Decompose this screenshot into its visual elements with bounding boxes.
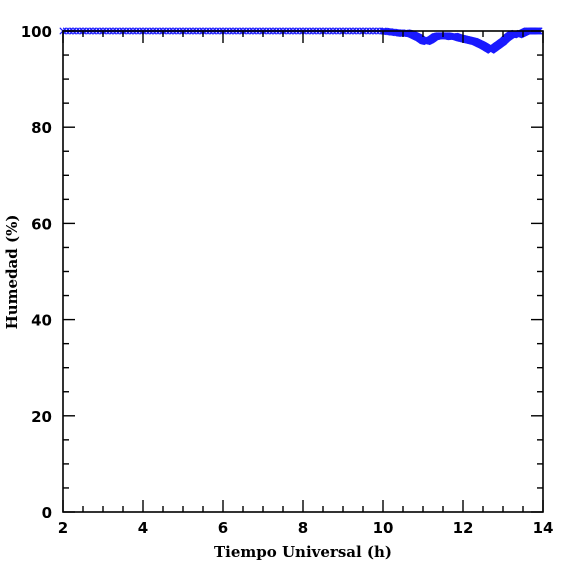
data-point xyxy=(415,34,423,42)
x-tick-label: 14 xyxy=(533,519,554,537)
data-point xyxy=(487,46,495,54)
y-axis-label: Humedad (%) xyxy=(3,215,21,330)
y-tick-label: 80 xyxy=(31,119,52,137)
data-point xyxy=(515,31,523,39)
x-tick-label: 12 xyxy=(453,519,474,537)
y-tick-label: 100 xyxy=(21,23,52,41)
data-point xyxy=(479,41,487,49)
data-point xyxy=(507,31,515,39)
data-point xyxy=(495,41,503,48)
data-point xyxy=(423,38,431,46)
x-axis-label: Tiempo Universal (h) xyxy=(214,543,392,561)
data-point xyxy=(503,34,511,42)
plot-frame xyxy=(62,30,544,513)
x-tick-label: 6 xyxy=(218,519,228,537)
y-tick-label: 0 xyxy=(42,504,52,522)
data-point xyxy=(483,44,491,52)
data-point xyxy=(387,28,395,36)
x-tick-label: 4 xyxy=(138,519,148,537)
data-point xyxy=(451,32,459,40)
y-tick-label: 20 xyxy=(31,408,52,426)
data-point xyxy=(471,38,479,46)
data-point xyxy=(407,30,415,38)
series-layer xyxy=(59,27,543,54)
data-point xyxy=(491,43,499,51)
y-tick-label: 40 xyxy=(31,312,52,330)
y-tick-label: 60 xyxy=(31,215,52,233)
data-point xyxy=(427,36,435,44)
x-tick-label: 10 xyxy=(373,519,394,537)
x-tick-label: 2 xyxy=(58,519,68,537)
data-point xyxy=(411,32,419,40)
data-point xyxy=(475,40,483,47)
ticks-layer: 2 4 6 8 10 12 14 0 20 40 60 80 100 xyxy=(21,23,554,537)
x-tick-label: 8 xyxy=(298,519,308,537)
